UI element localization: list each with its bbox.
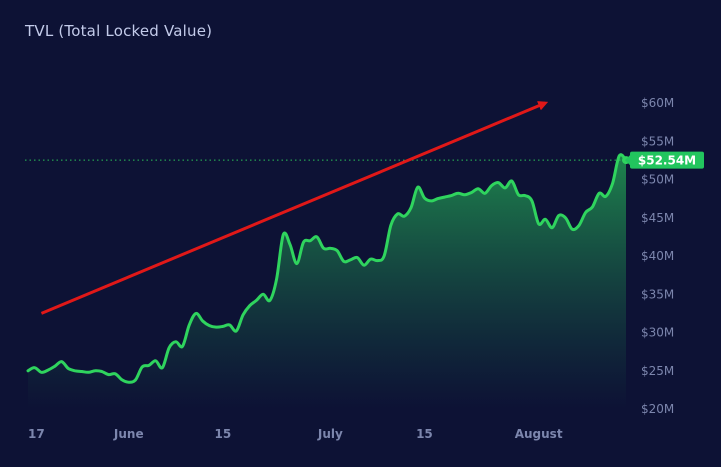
current-value-badge bbox=[630, 151, 704, 169]
y-tick-label: $40M bbox=[641, 249, 674, 263]
y-tick-label: $30M bbox=[641, 326, 674, 340]
tvl-series-line[interactable] bbox=[26, 153, 628, 384]
y-tick-label: $45M bbox=[641, 211, 674, 225]
x-tick-label: August bbox=[515, 427, 563, 441]
x-tick-label: 17 bbox=[28, 427, 45, 441]
y-tick-label: $60M bbox=[641, 96, 674, 110]
tvl-area-fill bbox=[28, 154, 626, 409]
y-tick-label: $20M bbox=[641, 402, 674, 416]
y-tick-label: $25M bbox=[641, 364, 674, 378]
x-tick-label: June bbox=[113, 427, 144, 441]
x-tick-label: 15 bbox=[215, 427, 232, 441]
current-value-badge-pointer bbox=[625, 155, 630, 166]
chart-title: TVL (Total Locked Value) bbox=[25, 22, 213, 40]
y-tick-label: $35M bbox=[641, 287, 674, 301]
current-value-label: $52.54M bbox=[638, 154, 696, 168]
y-tick-label: $50M bbox=[641, 173, 674, 187]
trend-arrow bbox=[40, 101, 549, 315]
x-tick-label: July bbox=[317, 427, 343, 441]
y-tick-label: $55M bbox=[641, 134, 674, 148]
x-tick-label: 15 bbox=[416, 427, 433, 441]
